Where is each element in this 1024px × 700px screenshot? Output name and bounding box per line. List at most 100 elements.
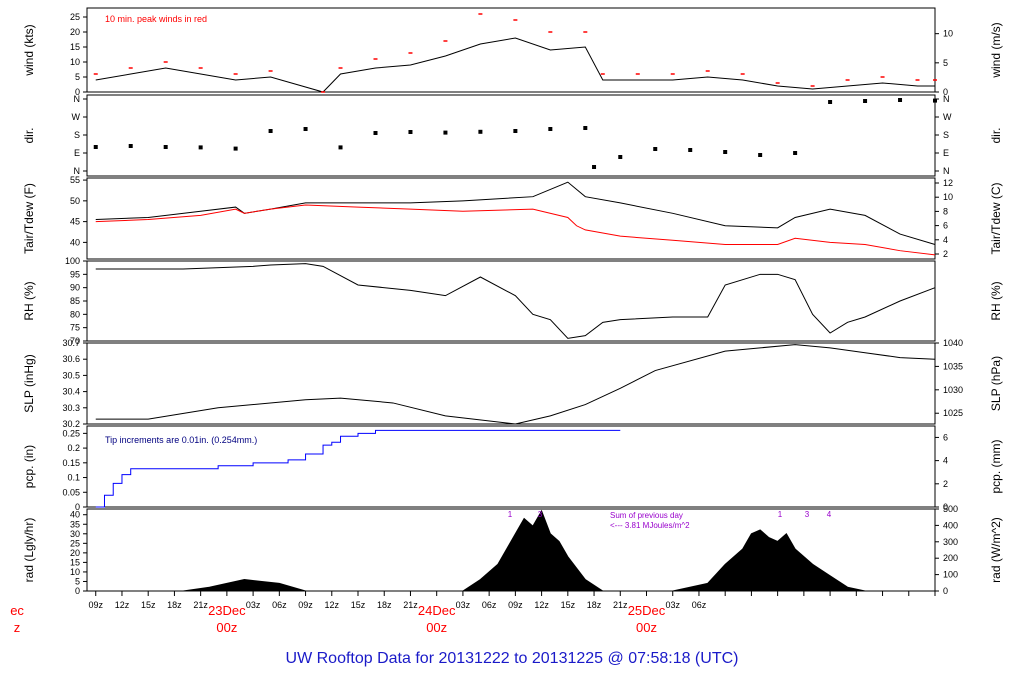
ytick-label-left: E	[74, 148, 80, 158]
dir-point	[513, 129, 517, 133]
ylabel-left: SLP (inHg)	[22, 354, 36, 412]
x-axis: 09z 12z 15z 18z 21z 03z 06z 09z 12z 15z 18z 21z 03z 0…	[10, 591, 935, 635]
ylabel-right: rad (W/m^2)	[989, 517, 1003, 583]
panel-4: SLP (inHg) SLP (hPa) 30.2 30.3 30.4 30.5 30.6 3…	[22, 338, 1003, 429]
ytick-label-right: 10	[943, 192, 953, 202]
ytick-label-right: 4	[943, 456, 948, 466]
ytick-label-left: N	[74, 94, 81, 104]
ytick-label-right: E	[943, 148, 949, 158]
ytick-label-left: 20	[70, 548, 80, 558]
ytick-label-right: 1040	[943, 338, 963, 348]
dir-point	[199, 145, 203, 149]
ytick-label-left: 15	[70, 42, 80, 52]
ylabel-left: rad (Lgly/hr)	[22, 518, 36, 583]
ytick-label-left: 55	[70, 175, 80, 185]
ytick-label-left: 25	[70, 538, 80, 548]
ytick-label-left: 20	[70, 27, 80, 37]
day-label: 24Dec	[418, 603, 456, 618]
ytick-label-right: 6	[943, 432, 948, 442]
panel-frame	[87, 261, 935, 341]
dir-point	[688, 148, 692, 152]
panel-annotation: Tip increments are 0.01in. (0.254mm.)	[105, 435, 257, 445]
ytick-label-left: 30.3	[62, 403, 80, 413]
rad-annotation: Sum of previous day	[610, 511, 683, 520]
dir-point	[548, 127, 552, 131]
xtick-label: 15z	[141, 600, 156, 610]
ytick-label-left: 0.25	[62, 428, 80, 438]
ytick-label-left: 15	[70, 557, 80, 567]
ytick-label-right: 4	[943, 235, 948, 245]
ytick-label-left: 75	[70, 323, 80, 333]
dir-point	[164, 145, 168, 149]
panel-0: wind (kts) wind (m/s) 0 5 10 15 20 25 0 5 10 10 min…	[22, 8, 1003, 97]
xtick-label: 18z	[377, 600, 392, 610]
xtick-label: 12z	[534, 600, 549, 610]
dir-point	[373, 131, 377, 135]
ytick-label-right: 6	[943, 221, 948, 231]
dir-point	[863, 99, 867, 103]
ytick-label-left: 0	[75, 586, 80, 596]
day-sublabel: 00z	[216, 620, 237, 635]
xtick-label: 06z	[692, 600, 707, 610]
panel-frame	[87, 95, 935, 176]
dir-point	[269, 129, 273, 133]
series-line-0	[96, 182, 935, 244]
panel-frame	[87, 8, 935, 92]
panel-frame	[87, 178, 935, 259]
rad-marker: 3	[805, 510, 810, 519]
ytick-label-left: 10	[70, 567, 80, 577]
dir-point	[828, 100, 832, 104]
ytick-label-right: W	[943, 112, 952, 122]
ytick-label-left: 30.6	[62, 354, 80, 364]
ytick-label-left: 0.2	[67, 443, 80, 453]
dir-point	[793, 151, 797, 155]
xtick-label: 18z	[587, 600, 602, 610]
dir-point	[723, 150, 727, 154]
ytick-label-right: 1030	[943, 385, 963, 395]
xtick-label: 12z	[115, 600, 130, 610]
panel-annotation: 10 min. peak winds in red	[105, 14, 207, 24]
ylabel-left: dir.	[22, 127, 36, 143]
ytick-label-left: 25	[70, 12, 80, 22]
day-sublabel: z	[14, 620, 21, 635]
ylabel-right: RH (%)	[989, 281, 1003, 320]
ytick-label-left: 0.15	[62, 458, 80, 468]
day-label: ec	[10, 603, 24, 618]
ylabel-right: Tair/Tdew (C)	[989, 182, 1003, 254]
ytick-label-left: W	[72, 112, 81, 122]
ylabel-right: dir.	[989, 127, 1003, 143]
dir-point	[898, 98, 902, 102]
dir-point	[653, 147, 657, 151]
dir-point	[583, 126, 587, 130]
dir-point	[618, 155, 622, 159]
ytick-label-left: 30.5	[62, 370, 80, 380]
dir-point	[304, 127, 308, 131]
day-label: 25Dec	[628, 603, 666, 618]
ytick-label-left: 30.4	[62, 387, 80, 397]
ytick-label-right: N	[943, 166, 950, 176]
ytick-label-right: 12	[943, 178, 953, 188]
ytick-label-left: 35	[70, 519, 80, 529]
ytick-label-left: 0.05	[62, 487, 80, 497]
ytick-label-left: 40	[70, 510, 80, 520]
dir-point	[408, 130, 412, 134]
ytick-label-left: 80	[70, 309, 80, 319]
ytick-label-left: 5	[75, 576, 80, 586]
ytick-label-left: 5	[75, 72, 80, 82]
ylabel-left: Tair/Tdew (F)	[22, 183, 36, 254]
xtick-label: 03z	[456, 600, 471, 610]
xtick-label: 03z	[246, 600, 261, 610]
panel-frame	[87, 343, 935, 424]
ylabel-left: RH (%)	[22, 281, 36, 320]
xtick-label: 15z	[561, 600, 576, 610]
ytick-label-right: 0	[943, 586, 948, 596]
ylabel-right: pcp. (mm)	[989, 439, 1003, 493]
dir-point	[94, 145, 98, 149]
ytick-label-left: 50	[70, 196, 80, 206]
ytick-label-right: 1035	[943, 361, 963, 371]
dir-point	[592, 165, 596, 169]
rad-area	[183, 511, 865, 591]
ytick-label-right: 2	[943, 479, 948, 489]
